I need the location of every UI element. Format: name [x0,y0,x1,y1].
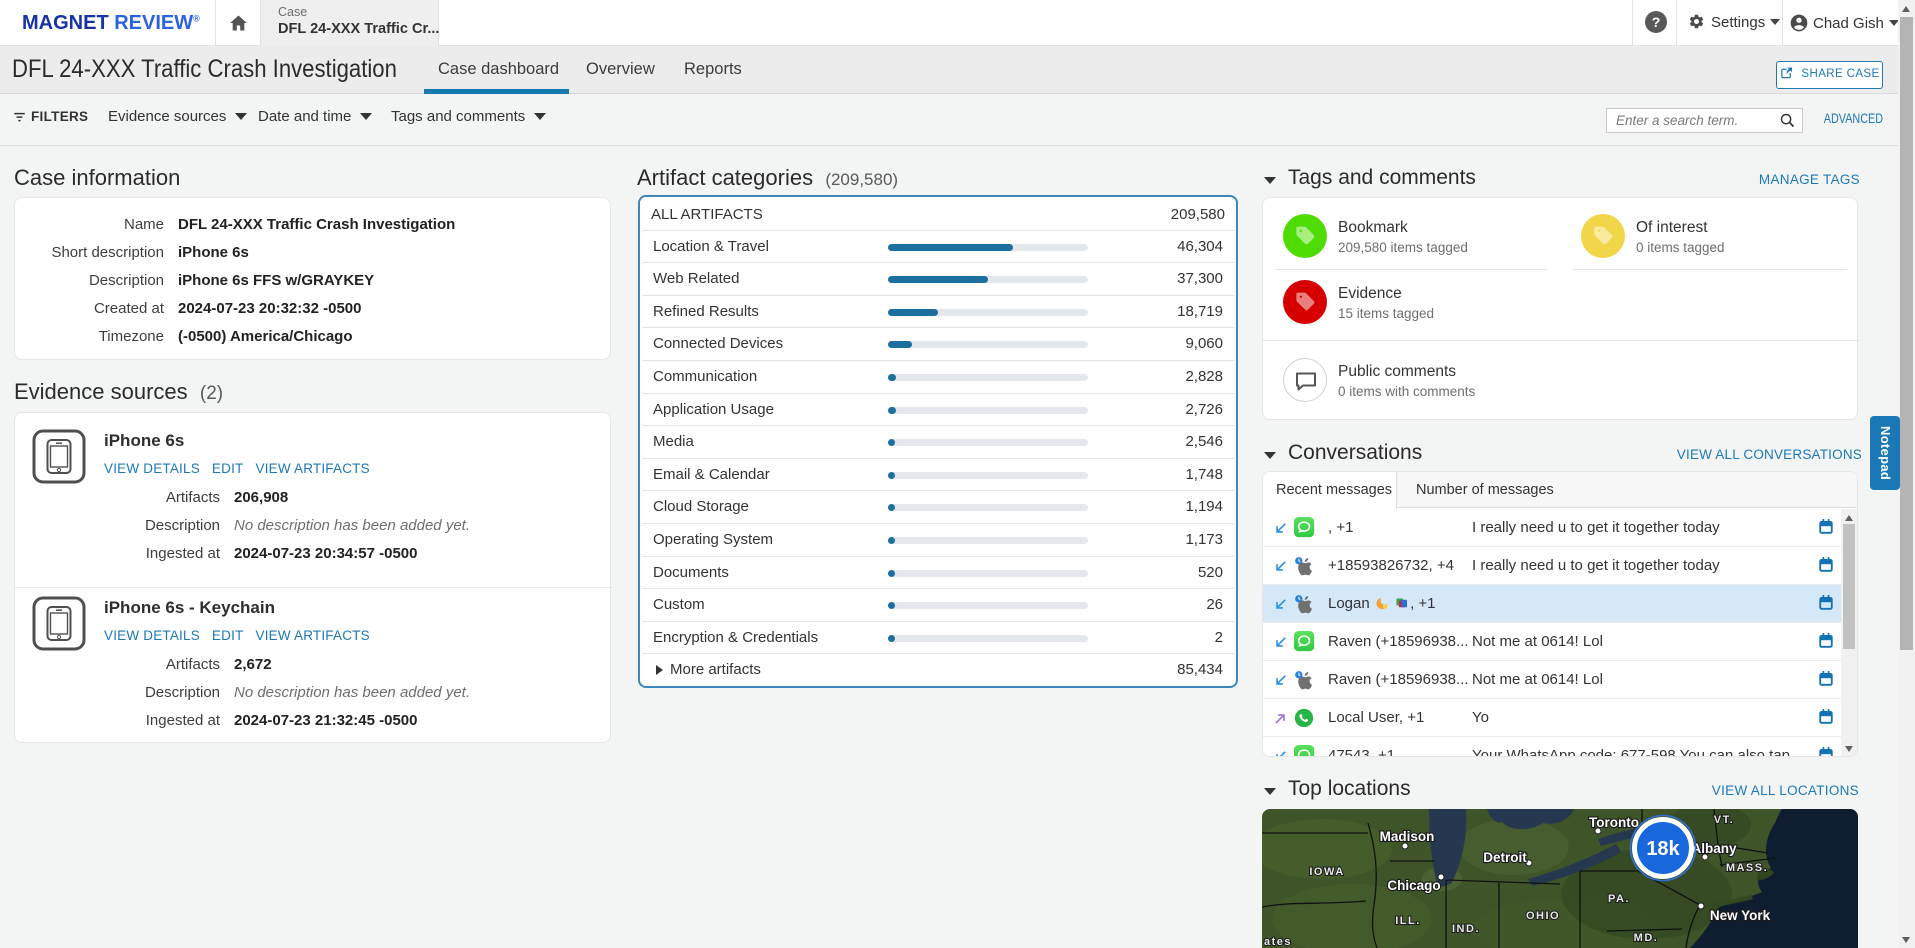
svg-text:18k: 18k [1646,838,1680,860]
svg-text:VT.: VT. [1714,814,1734,826]
svg-text:Toronto: Toronto [1589,815,1639,830]
svg-text:Chicago: Chicago [1387,878,1440,893]
svg-text:OHIO: OHIO [1526,910,1560,922]
svg-text:IND.: IND. [1452,923,1480,935]
svg-text:MD.: MD. [1634,932,1659,944]
svg-text:IOWA: IOWA [1309,866,1344,878]
svg-text:ILL.: ILL. [1395,915,1421,927]
svg-text:MASS.: MASS. [1726,862,1768,874]
svg-text:Detroit: Detroit [1483,850,1527,865]
svg-text:New York: New York [1710,908,1771,923]
svg-text:Albany: Albany [1691,841,1737,856]
svg-text:Madison: Madison [1380,829,1435,844]
svg-text:PA.: PA. [1608,893,1630,905]
svg-text:ates: ates [1264,936,1292,948]
